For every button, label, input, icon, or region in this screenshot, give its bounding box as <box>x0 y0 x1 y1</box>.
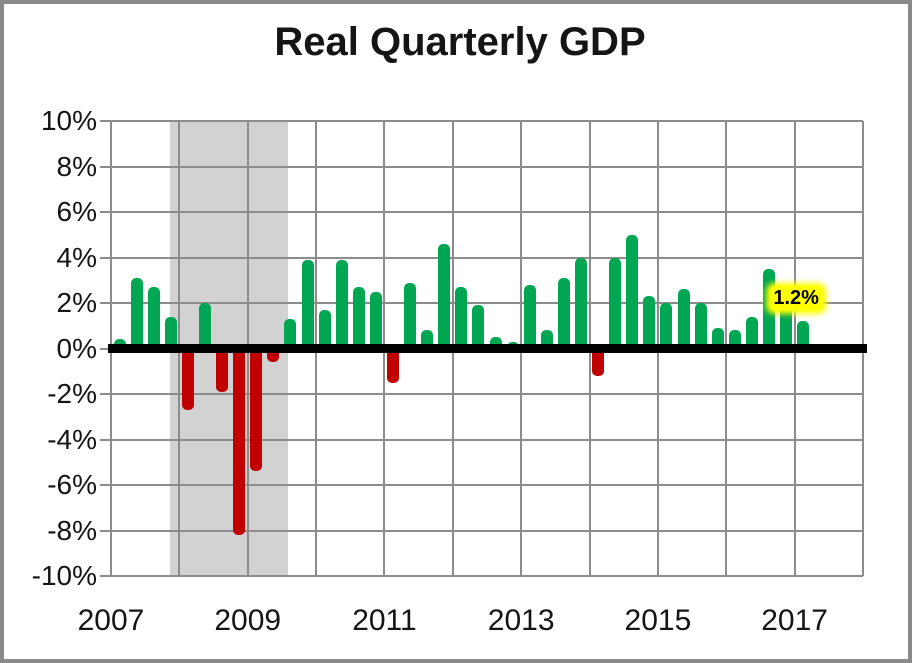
zero-line <box>108 344 867 353</box>
y-axis-label: 0% <box>56 332 97 364</box>
gdp-bar <box>677 289 690 349</box>
gdp-bar <box>472 305 485 349</box>
gdp-bar <box>352 287 365 349</box>
y-axis-label: 4% <box>56 241 97 273</box>
y-axis-label: 2% <box>56 287 97 318</box>
gdp-bar <box>745 316 758 349</box>
y-axis-tick <box>100 302 111 304</box>
gdp-bar <box>199 303 211 349</box>
gdp-bar <box>557 277 570 349</box>
y-axis-tick <box>100 393 111 395</box>
gdp-bar <box>711 328 724 349</box>
gdp-bar <box>609 257 622 349</box>
h-gridline <box>111 211 863 213</box>
gdp-bar <box>797 321 810 349</box>
y-axis-label: -8% <box>47 514 97 546</box>
x-axis-label: 2007 <box>77 604 145 637</box>
gdp-bar <box>728 330 741 349</box>
gdp-bar <box>147 287 160 349</box>
gdp-bar <box>113 339 126 349</box>
y-axis-tick <box>100 484 111 486</box>
gdp-bar <box>369 291 382 349</box>
gdp-bar <box>523 284 536 349</box>
gdp-bar <box>575 257 587 349</box>
gdp-bar <box>284 318 297 349</box>
gdp-bar <box>540 330 553 349</box>
y-axis-label: 8% <box>56 150 97 182</box>
y-axis-label: -2% <box>47 378 97 409</box>
gdp-bar <box>592 348 605 376</box>
h-gridline <box>111 165 863 168</box>
gdp-bar <box>780 300 793 349</box>
gdp-bar <box>130 277 143 349</box>
x-axis-label: 2011 <box>352 604 417 637</box>
gdp-bar <box>694 303 707 349</box>
y-axis-label: -10% <box>31 560 97 591</box>
y-axis-label: 10% <box>40 105 97 136</box>
h-gridline <box>111 256 863 259</box>
gdp-bar <box>181 348 194 410</box>
x-axis-label: 2015 <box>624 604 692 637</box>
gdp-bar <box>233 348 246 536</box>
h-gridline <box>111 302 863 304</box>
h-gridline <box>111 438 863 441</box>
y-axis-label: -6% <box>47 469 97 500</box>
y-axis-tick <box>100 575 111 577</box>
h-gridline <box>111 393 863 395</box>
y-axis-label: -4% <box>47 423 97 455</box>
h-gridline <box>111 575 863 577</box>
y-axis-tick <box>100 211 111 213</box>
gdp-bar <box>250 348 263 472</box>
y-axis-tick <box>100 438 111 441</box>
gdp-bar <box>489 337 502 349</box>
y-axis-tick <box>100 256 111 259</box>
y-axis-tick <box>100 529 111 532</box>
x-axis-label: 2013 <box>487 604 555 637</box>
gdp-bar <box>643 296 656 349</box>
y-axis-tick <box>100 120 111 122</box>
gdp-bar <box>455 287 468 349</box>
h-gridline <box>111 484 863 486</box>
value-annotation: 1.2% <box>770 287 822 310</box>
y-axis-tick <box>100 347 111 350</box>
y-axis-tick <box>100 165 111 168</box>
gdp-bar <box>404 282 417 349</box>
gdp-bar <box>421 330 434 349</box>
gdp-bar <box>335 259 348 349</box>
gdp-bar <box>301 259 314 349</box>
h-gridline <box>111 120 863 122</box>
gdp-bar <box>164 316 177 349</box>
gdp-bar <box>660 303 673 349</box>
gdp-bar <box>438 243 451 349</box>
gdp-bar <box>626 234 639 349</box>
gdp-bar <box>318 309 331 349</box>
chart-title: Real Quarterly GDP <box>274 20 646 64</box>
h-gridline <box>111 529 863 532</box>
gdp-bar <box>387 348 399 383</box>
x-axis-label: 2017 <box>761 604 828 637</box>
gdp-bar <box>216 348 229 392</box>
x-axis-label: 2009 <box>214 604 282 637</box>
y-axis-label: 6% <box>56 196 97 227</box>
